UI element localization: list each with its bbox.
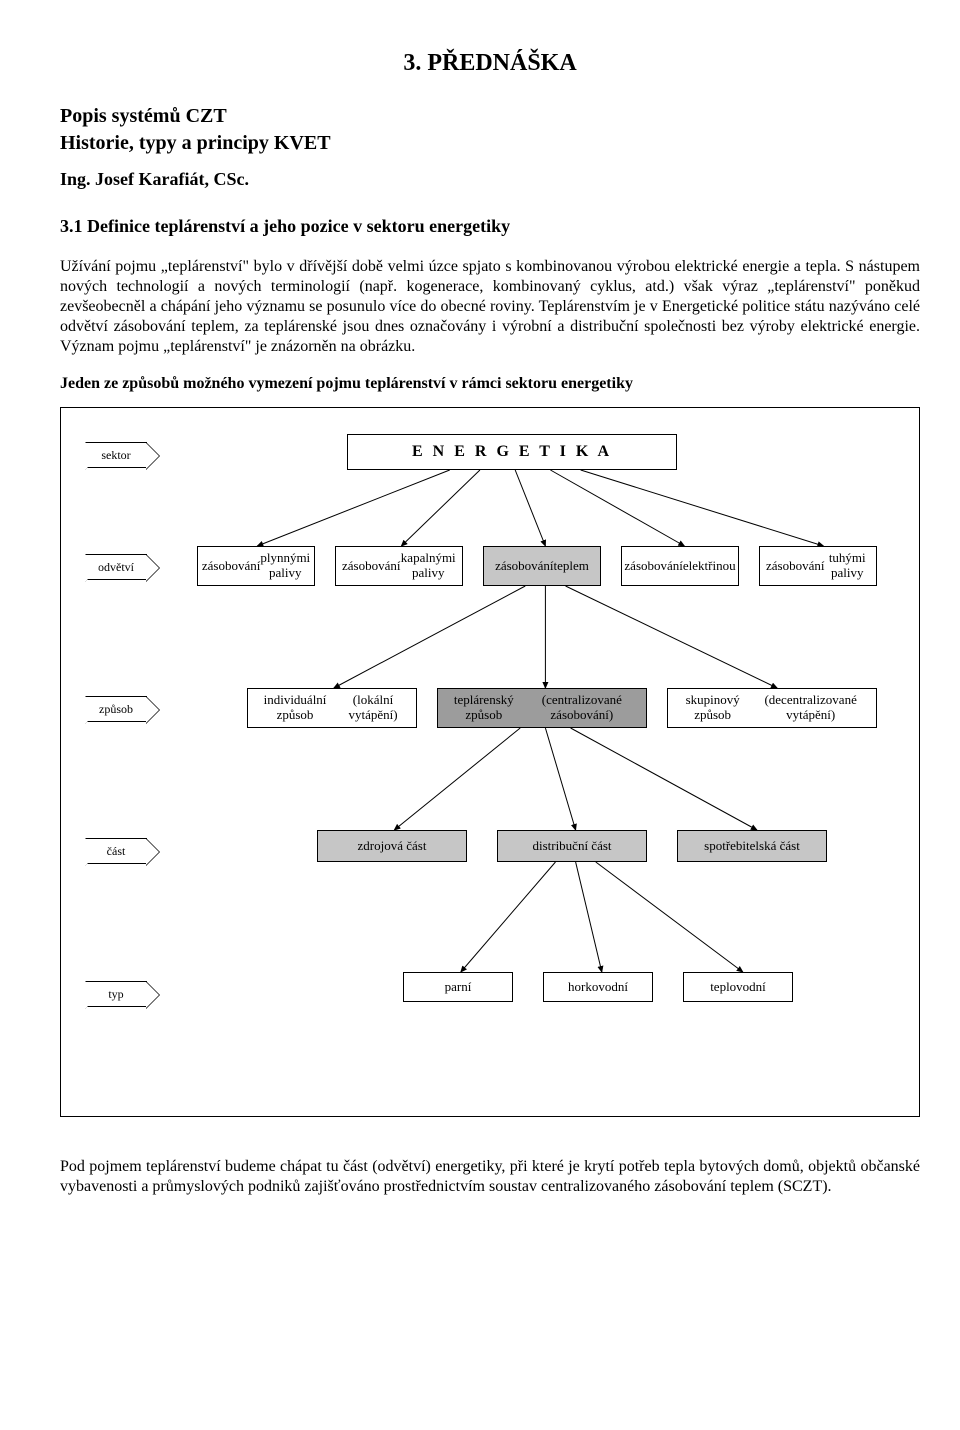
node-plyn: zásobováníplynnými palivy (197, 546, 315, 586)
edge-energetika-kapal (401, 470, 480, 546)
row-label-text: odvětví (98, 560, 134, 574)
node-text: zásobování (202, 559, 260, 574)
row-label-sektor: sektor (85, 442, 147, 468)
node-text: plynnými palivy (260, 551, 310, 581)
node-text: teplovodní (710, 980, 766, 995)
diagram-frame: sektor odvětví způsob část typ E N E R G E T … (60, 407, 920, 1117)
edge-distr-teplo (596, 862, 743, 972)
node-elektr: zásobováníelektřinou (621, 546, 739, 586)
node-skup: skupinový způsob(decentralizované vytápě… (667, 688, 877, 728)
node-text: skupinový způsob (674, 693, 751, 723)
lecture-title: 3. PŘEDNÁŠKA (60, 50, 920, 77)
edge-energetika-elektr (550, 470, 684, 546)
edge-energetika-teplem (515, 470, 545, 546)
row-label-text: část (107, 844, 126, 858)
row-label-text: způsob (99, 702, 133, 716)
node-text: (lokální vytápění) (336, 693, 410, 723)
edge-distr-parni (461, 862, 556, 972)
node-text: teplárenský způsob (444, 693, 524, 723)
section-heading: 3.1 Definice teplárenství a jeho pozice … (60, 216, 920, 237)
node-text: spotřebitelská část (704, 839, 800, 854)
edge-centr-zdroj (394, 728, 520, 830)
author: Ing. Josef Karafiát, CSc. (60, 169, 920, 190)
node-text: (decentralizované vytápění) (751, 693, 870, 723)
node-text: elektřinou (683, 559, 736, 574)
node-tuhy: zásobovánítuhými palivy (759, 546, 877, 586)
row-label-text: sektor (101, 448, 130, 462)
node-indiv: individuální způsob(lokální vytápění) (247, 688, 417, 728)
node-text: individuální způsob (254, 693, 336, 723)
node-teplem: zásobováníteplem (483, 546, 601, 586)
node-teplo: teplovodní (683, 972, 793, 1002)
node-parni: parní (403, 972, 513, 1002)
subtitle-line1: Popis systémů CZT (60, 105, 920, 128)
node-text: kapalnými palivy (400, 551, 456, 581)
row-label-text: typ (108, 987, 123, 1001)
row-label-zpusob: způsob (85, 696, 147, 722)
edge-energetika-plyn (257, 470, 449, 546)
node-text: distribuční část (532, 839, 611, 854)
paragraph-2: Pod pojmem teplárenství budeme chápat tu… (60, 1157, 920, 1197)
row-label-typ: typ (85, 981, 147, 1007)
node-text: zásobování (342, 559, 400, 574)
node-spotr: spotřebitelská část (677, 830, 827, 862)
diagram-canvas: sektor odvětví způsob část typ E N E R G E T … (77, 426, 903, 1096)
node-text: teplem (554, 559, 589, 574)
node-kapal: zásobováníkapalnými palivy (335, 546, 463, 586)
edge-teplem-skup (566, 586, 778, 688)
edge-centr-distr (545, 728, 575, 830)
edge-teplem-indiv (334, 586, 525, 688)
node-text: horkovodní (568, 980, 628, 995)
node-horko: horkovodní (543, 972, 653, 1002)
node-centr: teplárenský způsob(centralizované zásobo… (437, 688, 647, 728)
node-text: tuhými palivy (824, 551, 870, 581)
node-text: zásobování (495, 559, 553, 574)
edge-energetika-tuhy (581, 470, 824, 546)
node-distr: distribuční část (497, 830, 647, 862)
node-text: parní (445, 980, 472, 995)
node-text: E N E R G E T I K A (412, 443, 612, 461)
node-text: zásobování (624, 559, 682, 574)
edge-centr-spotr (571, 728, 757, 830)
subtitle-line2: Historie, typy a principy KVET (60, 132, 920, 155)
paragraph-1: Užívání pojmu „teplárenství" bylo v dřív… (60, 257, 920, 357)
node-text: zásobování (766, 559, 824, 574)
node-energetika: E N E R G E T I K A (347, 434, 677, 470)
edge-distr-horko (576, 862, 602, 972)
diagram-caption: Jeden ze způsobů možného vymezení pojmu … (60, 375, 920, 393)
node-zdroj: zdrojová část (317, 830, 467, 862)
row-label-cast: část (85, 838, 147, 864)
node-text: (centralizované zásobování) (524, 693, 640, 723)
node-text: zdrojová část (358, 839, 427, 854)
row-label-odvetvi: odvětví (85, 554, 147, 580)
